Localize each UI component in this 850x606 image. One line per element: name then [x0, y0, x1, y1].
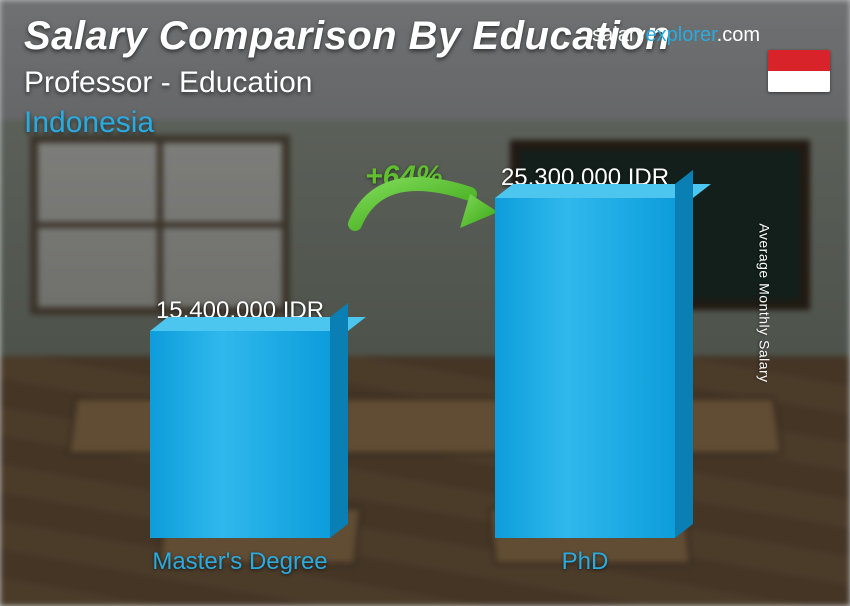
bar-masters: 15,400,000 IDR: [150, 297, 330, 538]
brand-mid: explorer: [646, 24, 717, 46]
country-label: Indonesia: [24, 106, 154, 140]
bar-3d: [150, 331, 330, 538]
stage: Salary Comparison By Education Professor…: [0, 0, 850, 606]
country-flag-icon: [768, 50, 830, 92]
bar-3d: [495, 198, 675, 538]
increase-arrow-icon: [320, 154, 520, 274]
brand-suf: .com: [717, 24, 760, 46]
page-title: Salary Comparison By Education: [24, 14, 670, 59]
bar-category-label: Master's Degree: [150, 548, 330, 576]
page-subtitle: Professor - Education: [24, 66, 312, 100]
salary-bar-chart: +64% 15,400,000 IDR Master's Degree 2: [0, 160, 850, 586]
brand-pre: salary: [592, 24, 645, 46]
brand-label: salaryexplorer.com: [592, 24, 760, 47]
flag-top-stripe: [768, 50, 830, 71]
flag-bottom-stripe: [768, 71, 830, 92]
bar-category-label: PhD: [495, 548, 675, 576]
bar-phd: 25,300,000 IDR: [495, 164, 675, 538]
